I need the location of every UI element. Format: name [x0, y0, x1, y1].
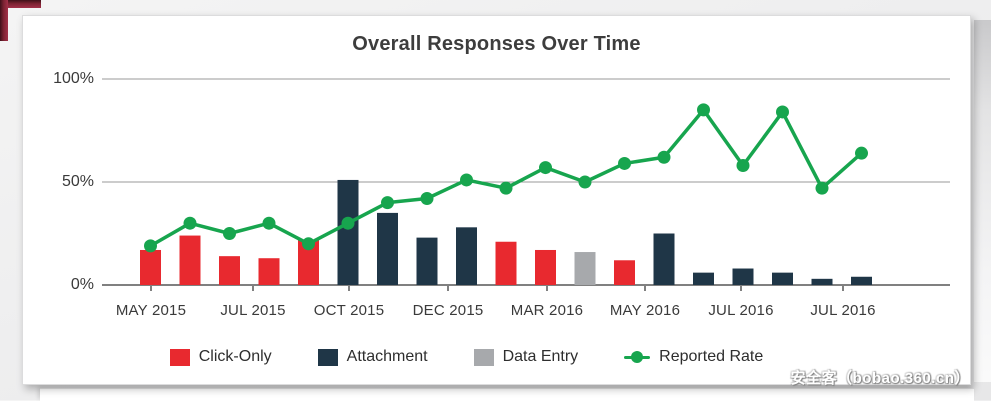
- x-axis-label: JUL 2016: [708, 302, 774, 319]
- stacked-sheet-right: [974, 20, 991, 382]
- reported-rate-marker-icon: [624, 349, 651, 366]
- y-axis-label-100: 100%: [53, 70, 94, 87]
- x-axis-label: JUL 2016: [810, 302, 876, 319]
- legend-item-data-entry[interactable]: Data Entry: [473, 348, 579, 366]
- x-axis-label: MAY 2016: [609, 302, 681, 319]
- chart-title: Overall Responses Over Time: [352, 33, 641, 55]
- y-axis-label-50: 50%: [61, 173, 94, 190]
- click-only-swatch-icon: [169, 348, 190, 366]
- legend-label: Reported Rate: [659, 348, 764, 365]
- x-axis-label: DEC 2015: [412, 302, 484, 319]
- corner-bracket-icon: [0, 0, 8, 41]
- legend-label: Click-Only: [198, 348, 272, 365]
- y-axis-label-0: 0%: [70, 276, 94, 293]
- attachment-swatch-icon: [317, 348, 338, 366]
- chart-card: [22, 15, 971, 385]
- legend-item-click-only[interactable]: Click-Only: [169, 348, 272, 366]
- chart-legend: Click-Only Attachment Data Entry Reporte…: [22, 344, 971, 370]
- legend-item-attachment[interactable]: Attachment: [317, 348, 428, 366]
- data-entry-swatch-icon: [473, 348, 494, 366]
- legend-label: Attachment: [346, 348, 428, 365]
- legend-label: Data Entry: [502, 348, 579, 365]
- corner-bracket-icon: [0, 0, 41, 8]
- watermark-text: 安全客（bobao.360.cn）: [790, 370, 970, 387]
- x-axis-label: MAY 2015: [115, 302, 187, 319]
- x-axis-label: JUL 2015: [220, 302, 286, 319]
- x-axis-label: MAR 2016: [510, 302, 584, 319]
- x-axis-label: OCT 2015: [313, 302, 385, 319]
- legend-item-reported-rate[interactable]: Reported Rate: [624, 348, 763, 366]
- stacked-sheet-bottom: [40, 388, 974, 401]
